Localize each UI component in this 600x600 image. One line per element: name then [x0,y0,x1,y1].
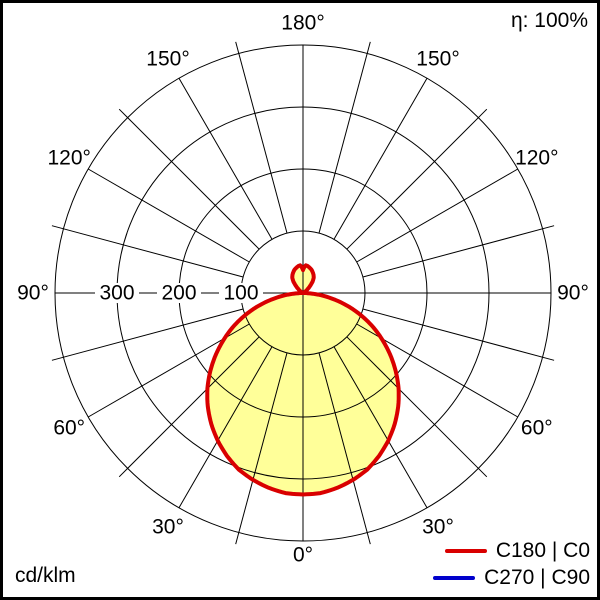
angle-label: 120° [515,147,558,170]
legend-line-red [444,549,487,553]
grid-spoke [51,308,244,361]
grid-spoke [346,336,488,478]
grid-spoke [235,41,288,234]
angle-label: 30° [422,515,454,538]
angle-label: 30° [152,515,184,538]
angle-label: 60° [521,417,553,440]
angle-label: 60° [53,417,85,440]
grid-spoke [87,168,250,263]
radial-tick-label: 200 [161,282,196,305]
efficiency-label: η: 100% [510,9,588,32]
radial-tick-label-bg [157,283,201,303]
grid-spoke [178,77,273,240]
grid-spoke [362,225,555,278]
angle-label: 120° [47,147,90,170]
grid-spoke [346,108,488,250]
legend-label-c180-c0: C180 | C0 [495,539,590,562]
angle-label: 150° [416,48,459,71]
unit-label: cd/klm [15,564,76,587]
grid-spoke [333,77,428,240]
grid-spoke [362,308,555,361]
legend-line-blue [433,576,476,580]
polar-grid: 300 200 100 0° 30° 30° 60° 60° 90° 90° 120° 120° 150… [17,12,589,567]
grid-spoke [318,41,371,234]
curve-c180-c0 [205,263,401,497]
grid-spoke [118,336,260,478]
angle-label: 90° [17,282,49,305]
radial-tick-label-bg [95,283,139,303]
radial-tick-label: 300 [99,282,134,305]
polar-chart: 300 200 100 0° 30° 30° 60° 60° 90° 90° 120° 120° 150… [17,12,589,567]
legend: C180 | C0 C270 | C90 [433,539,590,590]
angle-label: 180° [281,12,324,35]
grid-spoke [235,352,288,545]
legend-label-c270-c90: C270 | C90 [484,566,590,589]
angle-label: 90° [557,282,589,305]
radial-tick-label: 100 [223,282,258,305]
grid-spoke [356,168,519,263]
legend-item-c270-c90: C270 | C90 [433,566,590,590]
radial-tick-label-bg [219,283,263,303]
grid-spoke [178,346,273,509]
grid-spoke [318,352,371,545]
angle-label: 0° [293,544,313,567]
grid-spoke [333,346,428,509]
grid-spoke [51,225,244,278]
grid-spoke [118,108,260,250]
legend-item-c180-c0: C180 | C0 [444,539,590,563]
angle-label: 150° [146,48,189,71]
